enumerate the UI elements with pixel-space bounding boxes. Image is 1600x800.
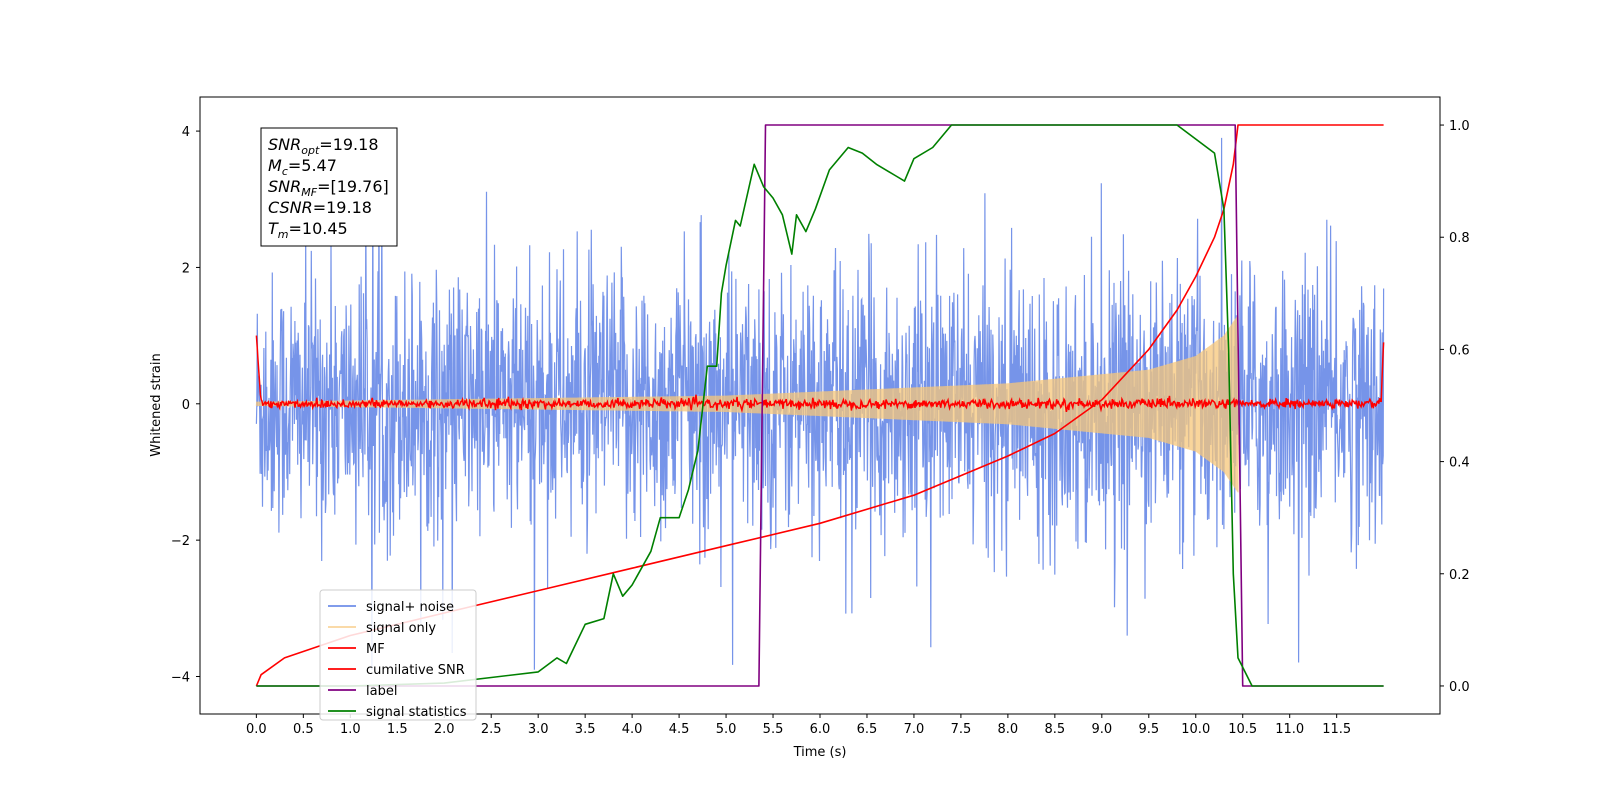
x-tick-label: 9.5 (1138, 722, 1159, 737)
y2-tick-label: 0.4 (1449, 456, 1470, 471)
series-signal-only (255, 315, 1239, 493)
x-axis-label: Time (s) (793, 745, 847, 760)
x-tick-label: 1.5 (387, 722, 408, 737)
x-tick-label: 9.0 (1091, 722, 1112, 737)
x-tick-label: 8.5 (1045, 722, 1066, 737)
legend-entry-label: MF (366, 642, 385, 657)
x-tick-label: 10.0 (1181, 722, 1210, 737)
x-tick-label: 0.0 (246, 722, 267, 737)
annotation-line: SNRMF=[19.76] (268, 177, 389, 199)
annotation-line: Tm=10.45 (268, 219, 348, 241)
annotation-line: Mc=5.47 (268, 156, 337, 178)
series-mf (255, 335, 1385, 414)
y-tick-label: −2 (171, 534, 190, 549)
x-tick-label: 10.5 (1228, 722, 1257, 737)
x-tick-label: 7.0 (904, 722, 925, 737)
y-axis-label: Whitened strain (149, 353, 164, 456)
x-tick-label: 5.5 (763, 722, 784, 737)
x-tick-label: 2.5 (481, 722, 502, 737)
legend: signal+ noise signal only MF cumilative SNR… (319, 589, 477, 721)
y-tick-label: −4 (171, 671, 190, 686)
legend-entry-label: signal only (366, 621, 436, 636)
x-tick-label: 11.0 (1275, 722, 1304, 737)
legend-entry-label: label (366, 684, 397, 699)
legend-entry-label: cumilative SNR (366, 663, 465, 678)
legend-entry-label: signal statistics (366, 705, 467, 720)
y2-tick-label: 0.8 (1449, 231, 1470, 246)
y-tick-label: 0 (182, 398, 190, 413)
annotation-line: CSNR=19.18 (268, 198, 372, 217)
annotation-line: SNRopt=19.18 (268, 135, 379, 157)
axes: 0.0 0.5 1.0 1.5 2.0 2.5 3.0 3.5 4.0 4.5 5.0 5.5 6.0 6… (171, 119, 1470, 737)
x-tick-label: 3.0 (528, 722, 549, 737)
x-tick-label: 11.5 (1322, 722, 1351, 737)
x-tick-label: 0.5 (293, 722, 314, 737)
series-signal-statistics (256, 124, 1384, 687)
stats-annotation-box: SNRopt=19.18Mc=5.47SNRMF=[19.76]CSNR=19.… (260, 127, 398, 247)
annotation-frame (260, 127, 398, 247)
x-tick-label: 4.5 (669, 722, 690, 737)
legend-frame (319, 589, 477, 721)
x-tick-label: 5.0 (716, 722, 737, 737)
y2-tick-label: 0.2 (1449, 568, 1470, 583)
x-tick-label: 7.5 (951, 722, 972, 737)
y2-tick-label: 0.6 (1449, 343, 1470, 358)
y2-tick-label: 1.0 (1449, 119, 1470, 134)
x-tick-label: 4.0 (622, 722, 643, 737)
x-tick-label: 8.0 (998, 722, 1019, 737)
y2-tick-label: 0.0 (1449, 680, 1470, 695)
x-tick-label: 3.5 (575, 722, 596, 737)
legend-entry-label: signal+ noise (366, 600, 454, 615)
y-tick-label: 4 (182, 125, 190, 140)
y-tick-label: 2 (182, 261, 190, 276)
x-tick-label: 6.0 (810, 722, 831, 737)
x-tick-label: 2.0 (434, 722, 455, 737)
x-tick-label: 6.5 (857, 722, 878, 737)
x-tick-label: 1.0 (340, 722, 361, 737)
